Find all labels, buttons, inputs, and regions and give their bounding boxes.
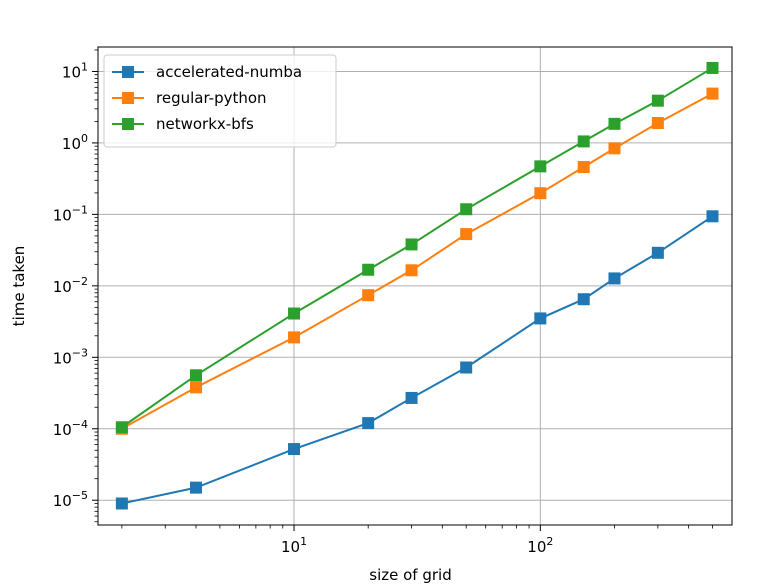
y-tick-base: 10 (53, 278, 72, 296)
x-axis-label: size of grid (369, 566, 451, 584)
data-point-networkx-bfs (115, 421, 128, 434)
y-tick-exponent: −5 (72, 489, 88, 502)
data-point-networkx-bfs (706, 61, 719, 74)
data-point-accelerated-numba (534, 312, 547, 325)
data-point-networkx-bfs (190, 369, 203, 382)
data-point-regular-python (362, 289, 375, 302)
data-point-accelerated-numba (577, 293, 590, 306)
legend: accelerated-numba regular-python networkx-… (103, 54, 337, 148)
legend-label-accelerated-numba: accelerated-numba (156, 63, 302, 81)
data-point-accelerated-numba (288, 443, 301, 456)
y-tick-label: 10−2 (53, 275, 88, 296)
legend-label-networkx-bfs: networkx-bfs (156, 115, 254, 133)
series-layer (115, 61, 719, 510)
y-tick-exponent: 1 (81, 60, 88, 73)
series-networkx-bfs (115, 61, 719, 434)
y-tick-base: 10 (62, 135, 81, 153)
x-tick-label: 101 (281, 535, 307, 556)
data-point-networkx-bfs (608, 117, 621, 130)
data-point-networkx-bfs (288, 307, 301, 320)
legend-marker-networkx-bfs (122, 118, 134, 130)
data-point-accelerated-numba (405, 391, 418, 404)
series-accelerated-numba (115, 210, 719, 510)
y-tick-exponent: −3 (72, 346, 88, 359)
y-tick-base: 10 (53, 349, 72, 367)
data-point-regular-python (608, 142, 621, 155)
x-tick-exponent: 1 (300, 535, 307, 548)
legend-marker-regular-python (122, 92, 134, 104)
y-tick-label: 10−4 (53, 418, 88, 439)
data-point-accelerated-numba (362, 417, 375, 430)
data-point-regular-python (534, 187, 547, 200)
y-axis-label: time taken (10, 246, 28, 327)
y-tick-base: 10 (53, 492, 72, 510)
y-tick-base: 10 (62, 63, 81, 81)
y-tick-exponent: −4 (72, 418, 88, 431)
data-point-accelerated-numba (460, 361, 473, 374)
legend-marker-accelerated-numba (122, 66, 134, 78)
data-point-regular-python (577, 161, 590, 174)
x-tick-base: 10 (281, 538, 300, 556)
data-point-networkx-bfs (534, 160, 547, 173)
y-tick-exponent: −2 (72, 275, 88, 288)
x-tick-exponent: 2 (546, 535, 553, 548)
data-point-regular-python (190, 381, 203, 394)
legend-label-regular-python: regular-python (156, 89, 267, 107)
legend-box (103, 54, 337, 148)
data-point-regular-python (706, 87, 719, 100)
x-tick-label: 102 (527, 535, 553, 556)
data-point-accelerated-numba (190, 481, 203, 494)
y-tick-exponent: 0 (81, 132, 88, 145)
data-point-networkx-bfs (651, 94, 664, 107)
x-tick-base: 10 (527, 538, 546, 556)
data-point-regular-python (288, 331, 301, 344)
data-point-regular-python (405, 264, 418, 277)
y-tick-label: 101 (62, 60, 88, 81)
y-tick-base: 10 (53, 421, 72, 439)
data-point-accelerated-numba (608, 272, 621, 285)
data-point-regular-python (651, 117, 664, 130)
y-tick-label: 10−1 (53, 203, 88, 224)
data-point-networkx-bfs (405, 238, 418, 251)
y-tick-exponent: −1 (72, 203, 88, 216)
data-point-networkx-bfs (362, 263, 375, 276)
y-tick-label: 10−3 (53, 346, 88, 367)
data-point-accelerated-numba (706, 210, 719, 223)
data-point-regular-python (460, 228, 473, 241)
data-point-networkx-bfs (460, 203, 473, 216)
data-point-accelerated-numba (651, 246, 664, 259)
y-tick-base: 10 (53, 206, 72, 224)
data-point-networkx-bfs (577, 135, 590, 148)
y-tick-label: 10−5 (53, 489, 88, 510)
y-tick-label: 100 (62, 132, 88, 153)
data-point-accelerated-numba (115, 497, 128, 510)
